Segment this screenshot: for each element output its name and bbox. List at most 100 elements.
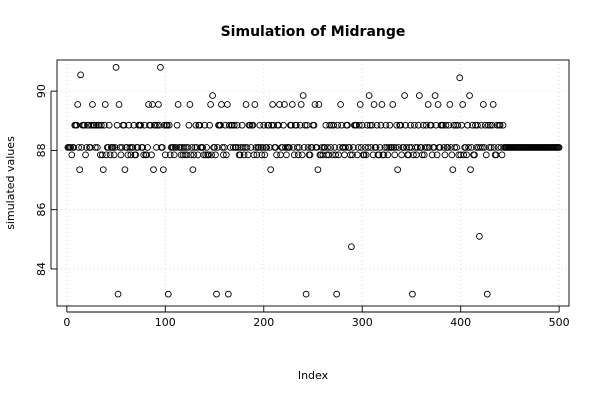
data-point <box>99 166 107 174</box>
data-point <box>192 121 200 129</box>
data-point <box>137 121 145 129</box>
data-point <box>347 151 354 159</box>
data-point <box>117 151 125 159</box>
data-point <box>232 144 240 151</box>
data-point <box>425 144 433 151</box>
data-point <box>208 151 215 159</box>
data-point <box>469 121 476 129</box>
data-point <box>205 151 212 159</box>
data-point <box>313 144 321 151</box>
data-point <box>463 151 470 159</box>
data-point <box>445 121 453 129</box>
data-point <box>444 144 452 151</box>
data-point <box>149 101 156 108</box>
data-point <box>453 144 461 151</box>
data-point <box>403 144 410 151</box>
data-point <box>209 92 216 99</box>
data-point <box>479 144 486 151</box>
data-point <box>229 144 237 151</box>
data-point <box>415 92 423 99</box>
data-point <box>479 101 487 108</box>
data-point <box>275 121 282 129</box>
data-point <box>451 144 459 151</box>
data-point <box>111 144 119 151</box>
data-point <box>458 121 466 129</box>
data-point <box>287 121 295 129</box>
data-point <box>297 101 305 108</box>
data-point <box>448 151 456 159</box>
data-point <box>356 101 364 108</box>
data-point <box>407 121 414 129</box>
data-point <box>290 151 298 159</box>
data-point <box>402 121 409 129</box>
data-point <box>100 121 108 129</box>
data-point <box>326 121 334 129</box>
data-point <box>421 144 429 151</box>
x-tick-label: 400 <box>450 316 471 329</box>
data-point <box>436 144 444 151</box>
data-point <box>386 121 394 129</box>
data-point <box>392 144 400 151</box>
data-point <box>255 144 263 151</box>
data-point <box>376 144 384 151</box>
data-point <box>125 121 133 129</box>
data-point <box>346 144 353 151</box>
x-tick-label: 0 <box>63 316 70 329</box>
data-point <box>373 121 381 129</box>
data-point <box>199 144 207 151</box>
data-point <box>115 101 123 108</box>
data-point <box>166 151 174 159</box>
data-point <box>419 121 427 129</box>
data-point <box>344 121 351 129</box>
data-point <box>334 121 341 129</box>
data-point <box>465 144 472 151</box>
x-tick-label: 300 <box>352 316 373 329</box>
data-point <box>190 151 198 159</box>
data-point <box>145 101 152 108</box>
data-point <box>218 101 225 108</box>
data-point <box>101 101 109 108</box>
data-point <box>418 151 426 159</box>
data-point <box>228 121 236 129</box>
data-point <box>180 144 188 151</box>
data-point <box>83 144 90 151</box>
grid-lines <box>57 60 569 306</box>
x-tick-label: 500 <box>549 316 570 329</box>
data-point <box>488 121 496 129</box>
data-point <box>380 151 388 159</box>
data-point <box>256 121 264 129</box>
y-tick-label: 90 <box>35 84 48 98</box>
data-point <box>224 290 232 298</box>
data-point <box>362 151 370 159</box>
data-point <box>165 121 173 129</box>
data-point <box>155 101 162 108</box>
data-point <box>160 121 168 129</box>
data-point <box>243 144 251 151</box>
data-point <box>467 166 474 174</box>
data-point <box>159 166 167 174</box>
data-point <box>68 151 76 159</box>
data-point <box>304 144 312 151</box>
data-point <box>397 121 404 129</box>
data-point <box>474 121 481 129</box>
data-point <box>372 144 380 151</box>
data-point <box>288 101 296 108</box>
data-point <box>238 121 246 129</box>
data-point <box>105 121 113 129</box>
data-point <box>555 144 563 151</box>
data-point <box>159 144 166 151</box>
data-point <box>298 151 306 159</box>
data-point <box>385 144 393 151</box>
data-point <box>476 232 483 240</box>
data-point <box>201 121 209 129</box>
data-point <box>206 121 213 129</box>
data-point <box>134 144 142 151</box>
data-point <box>95 121 103 129</box>
data-point <box>184 144 192 151</box>
data-point <box>247 144 255 151</box>
data-point <box>173 121 181 129</box>
data-point <box>450 121 458 129</box>
data-point <box>478 121 485 129</box>
